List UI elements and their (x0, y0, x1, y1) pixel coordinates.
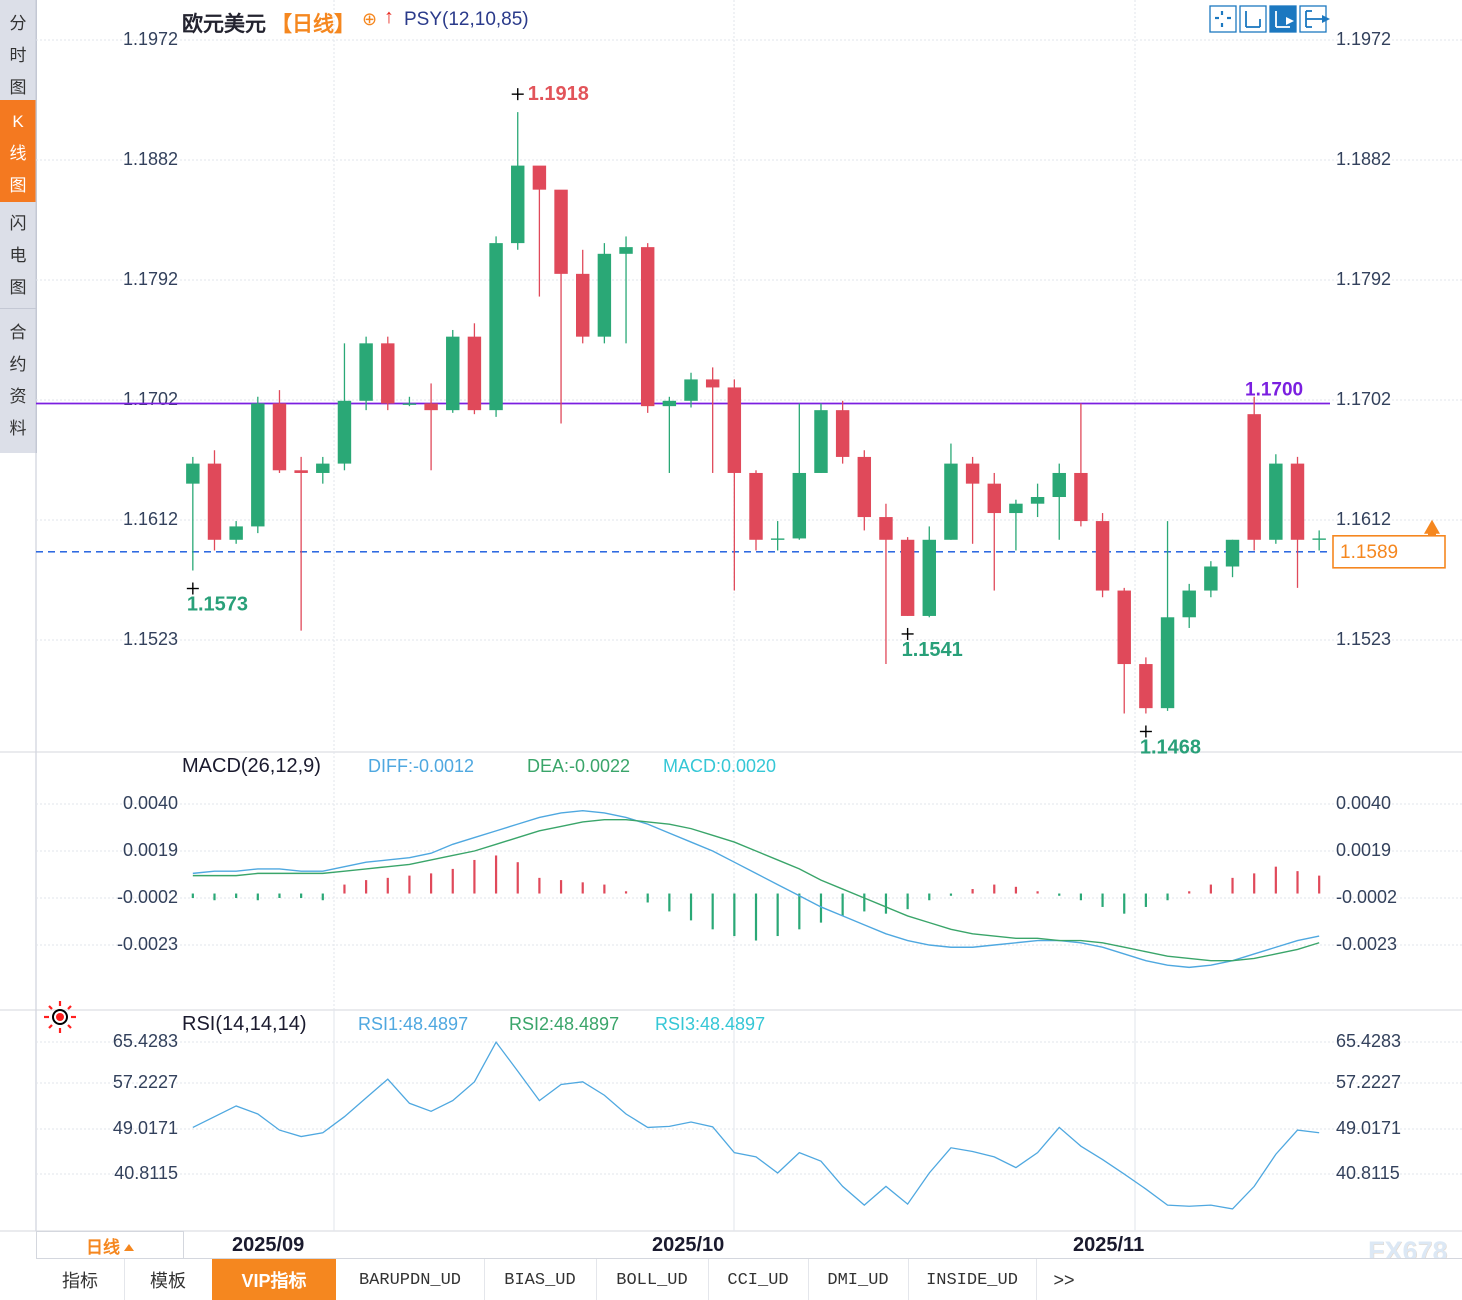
svg-text:0.0040: 0.0040 (123, 793, 178, 813)
svg-text:-0.0023: -0.0023 (1336, 934, 1397, 954)
svg-text:1.1523: 1.1523 (1336, 629, 1391, 649)
svg-text:0.0019: 0.0019 (1336, 840, 1391, 860)
svg-text:49.0171: 49.0171 (113, 1118, 178, 1138)
svg-text:1.1612: 1.1612 (123, 509, 178, 529)
svg-text:1.1541: 1.1541 (902, 639, 963, 661)
svg-text:57.2227: 57.2227 (113, 1072, 178, 1092)
svg-text:1.1792: 1.1792 (123, 269, 178, 289)
svg-text:DIFF:-0.0012: DIFF:-0.0012 (368, 756, 474, 776)
svg-text:65.4283: 65.4283 (1336, 1031, 1401, 1051)
svg-text:40.8115: 40.8115 (114, 1163, 178, 1183)
svg-text:RSI3:48.4897: RSI3:48.4897 (655, 1014, 765, 1034)
svg-text:-0.0023: -0.0023 (117, 934, 178, 954)
svg-text:-0.0002: -0.0002 (117, 887, 178, 907)
svg-text:1.1523: 1.1523 (123, 629, 178, 649)
svg-text:1.1468: 1.1468 (1140, 736, 1201, 758)
svg-text:1.1792: 1.1792 (1336, 269, 1391, 289)
svg-text:1.1972: 1.1972 (1336, 29, 1391, 49)
svg-text:RSI1:48.4897: RSI1:48.4897 (358, 1014, 468, 1034)
svg-text:1.1882: 1.1882 (1336, 149, 1391, 169)
svg-text:1.1612: 1.1612 (1336, 509, 1391, 529)
svg-text:DEA:-0.0022: DEA:-0.0022 (527, 756, 630, 776)
svg-text:MACD(26,12,9): MACD(26,12,9) (182, 755, 321, 777)
svg-text:1.1702: 1.1702 (1336, 389, 1391, 409)
svg-text:0.0040: 0.0040 (1336, 793, 1391, 813)
svg-text:1.1882: 1.1882 (123, 149, 178, 169)
svg-text:-0.0002: -0.0002 (1336, 887, 1397, 907)
svg-text:MACD:0.0020: MACD:0.0020 (663, 756, 776, 776)
svg-text:1.1972: 1.1972 (123, 29, 178, 49)
svg-text:1.1918: 1.1918 (528, 83, 589, 105)
svg-text:RSI2:48.4897: RSI2:48.4897 (509, 1014, 619, 1034)
svg-text:49.0171: 49.0171 (1336, 1118, 1401, 1138)
svg-text:57.2227: 57.2227 (1336, 1072, 1401, 1092)
svg-text:0.0019: 0.0019 (123, 840, 178, 860)
svg-text:65.4283: 65.4283 (113, 1031, 178, 1051)
svg-text:40.8115: 40.8115 (1336, 1163, 1400, 1183)
svg-text:1.1589: 1.1589 (1340, 542, 1398, 563)
svg-text:1.1573: 1.1573 (187, 594, 248, 616)
svg-text:1.1702: 1.1702 (123, 389, 178, 409)
svg-text:RSI(14,14,14): RSI(14,14,14) (182, 1013, 307, 1035)
